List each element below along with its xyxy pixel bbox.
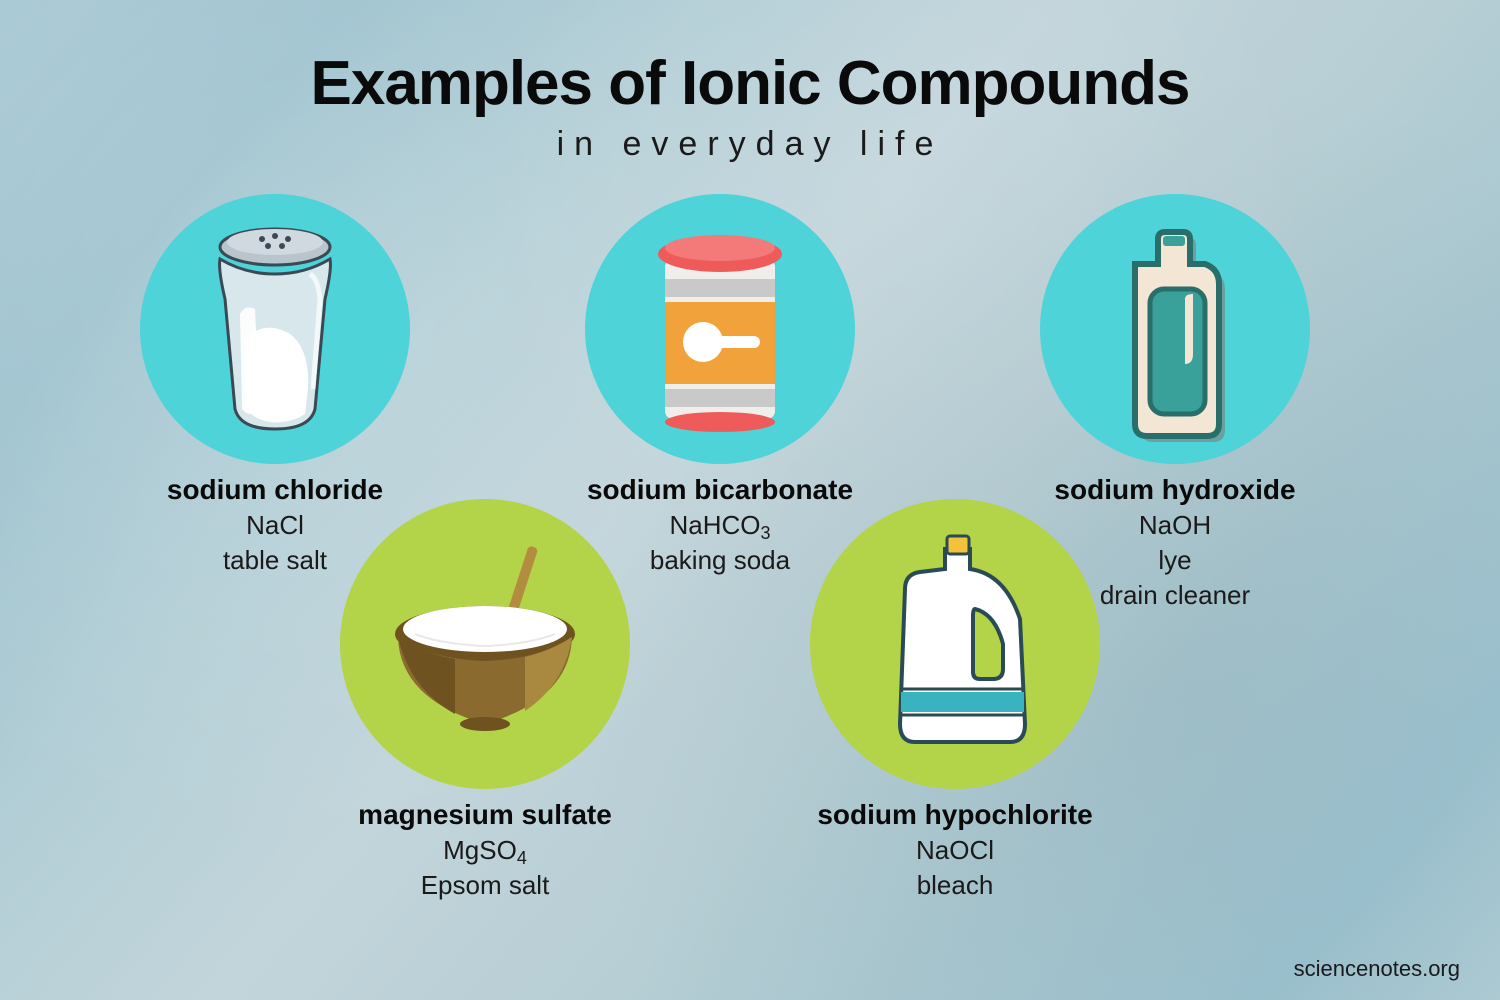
- bleach-bottle-icon: [855, 524, 1055, 764]
- icon-circle: [585, 194, 855, 464]
- compound-common-name: bleach: [810, 868, 1100, 903]
- icon-circle: [140, 194, 410, 464]
- page-subtitle: in everyday life: [0, 125, 1500, 164]
- page-title: Examples of Ionic Compounds: [0, 48, 1500, 119]
- compound-labels: sodium hypochlorite NaOCl bleach: [810, 799, 1100, 903]
- salt-bowl-icon: [370, 539, 600, 749]
- compound-name: sodium hypochlorite: [810, 799, 1100, 831]
- compound-grid: sodium chloride NaCl table salt sodium b…: [0, 164, 1500, 924]
- compound-card-magnesium-sulfate: magnesium sulfate MgSO4 Epsom salt: [340, 499, 630, 903]
- header: Examples of Ionic Compounds in everyday …: [0, 0, 1500, 164]
- compound-name: magnesium sulfate: [340, 799, 630, 831]
- drain-cleaner-bottle-icon: [1095, 214, 1255, 444]
- icon-circle: [1040, 194, 1310, 464]
- baking-soda-can-icon: [635, 224, 805, 434]
- compound-labels: magnesium sulfate MgSO4 Epsom salt: [340, 799, 630, 903]
- compound-formula: NaOCl: [810, 833, 1100, 868]
- compound-card-sodium-hypochlorite: sodium hypochlorite NaOCl bleach: [810, 499, 1100, 903]
- compound-formula: MgSO4: [340, 833, 630, 868]
- attribution-text: sciencenotes.org: [1294, 956, 1460, 982]
- icon-circle: [340, 499, 630, 789]
- icon-circle: [810, 499, 1100, 789]
- salt-shaker-icon: [190, 219, 360, 439]
- compound-common-name: Epsom salt: [340, 868, 630, 903]
